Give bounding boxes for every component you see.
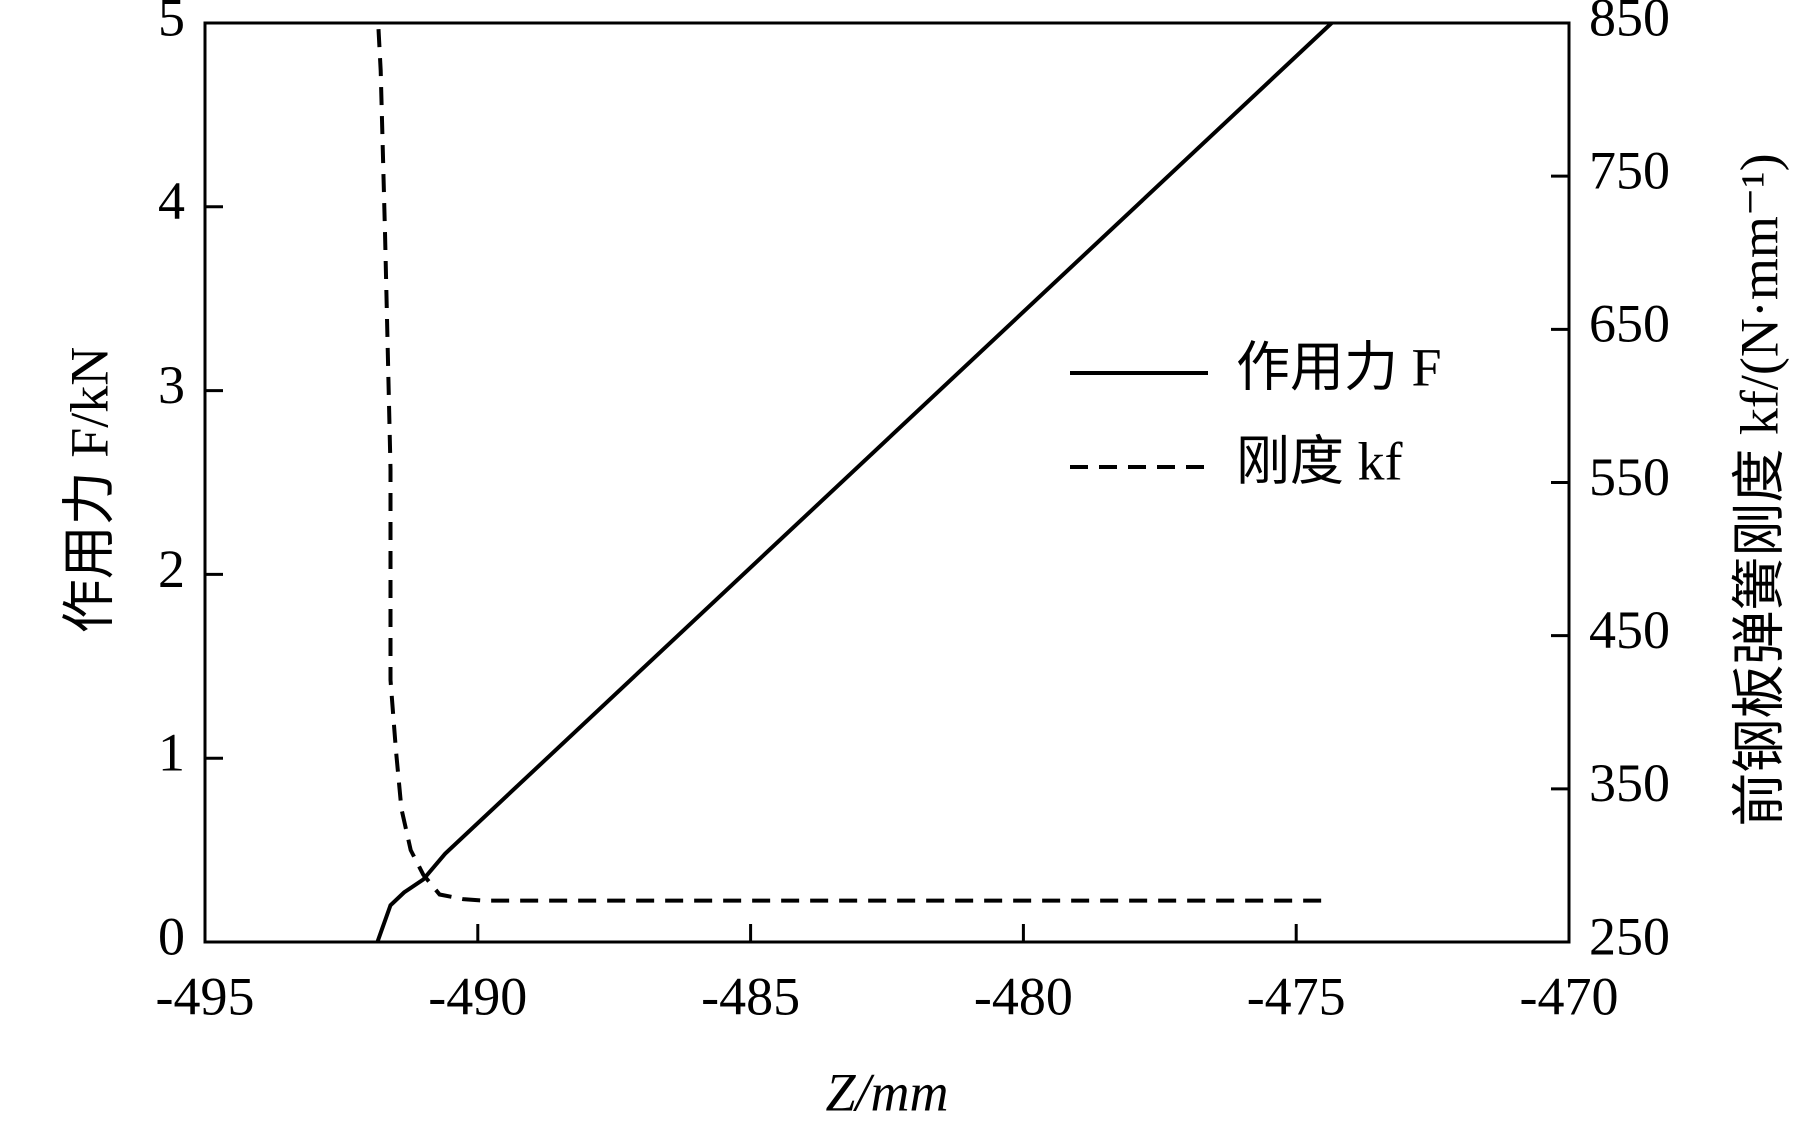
- y-tick-label: 0: [158, 906, 185, 966]
- y2-tick-label: 550: [1589, 447, 1670, 507]
- y2-tick-label: 850: [1589, 0, 1670, 47]
- series-line: [375, 21, 1334, 943]
- x-tick-label: -485: [701, 966, 800, 1026]
- y2-tick-label: 250: [1589, 906, 1670, 966]
- y2-tick-label: 650: [1589, 294, 1670, 354]
- series-line: [376, 29, 1332, 903]
- y-tick-label: 4: [158, 171, 185, 231]
- x-tick-label: -495: [156, 966, 255, 1026]
- y2-tick-label: 450: [1589, 600, 1670, 660]
- y-tick-label: 3: [158, 355, 185, 415]
- x-tick-label: -475: [1247, 966, 1346, 1026]
- legend-label: 刚度 kf: [1236, 431, 1402, 491]
- legend-label: 作用力 F: [1236, 337, 1442, 397]
- x-tick-label: -480: [974, 966, 1073, 1026]
- y2-tick-label: 750: [1589, 141, 1670, 201]
- x-tick-label: -470: [1520, 966, 1619, 1026]
- y-tick-label: 5: [158, 0, 185, 47]
- x-tick-label: -490: [428, 966, 527, 1026]
- x-axis-label: Z/mm: [825, 1062, 948, 1121]
- y2-axis-label: 前钢板弹簧刚度 kf/(N·mm⁻¹): [1729, 153, 1789, 826]
- y2-tick-label: 350: [1589, 753, 1670, 813]
- y-tick-label: 2: [158, 539, 185, 599]
- y-tick-label: 1: [158, 723, 185, 783]
- y-axis-label: 作用力 F/kN: [59, 347, 119, 634]
